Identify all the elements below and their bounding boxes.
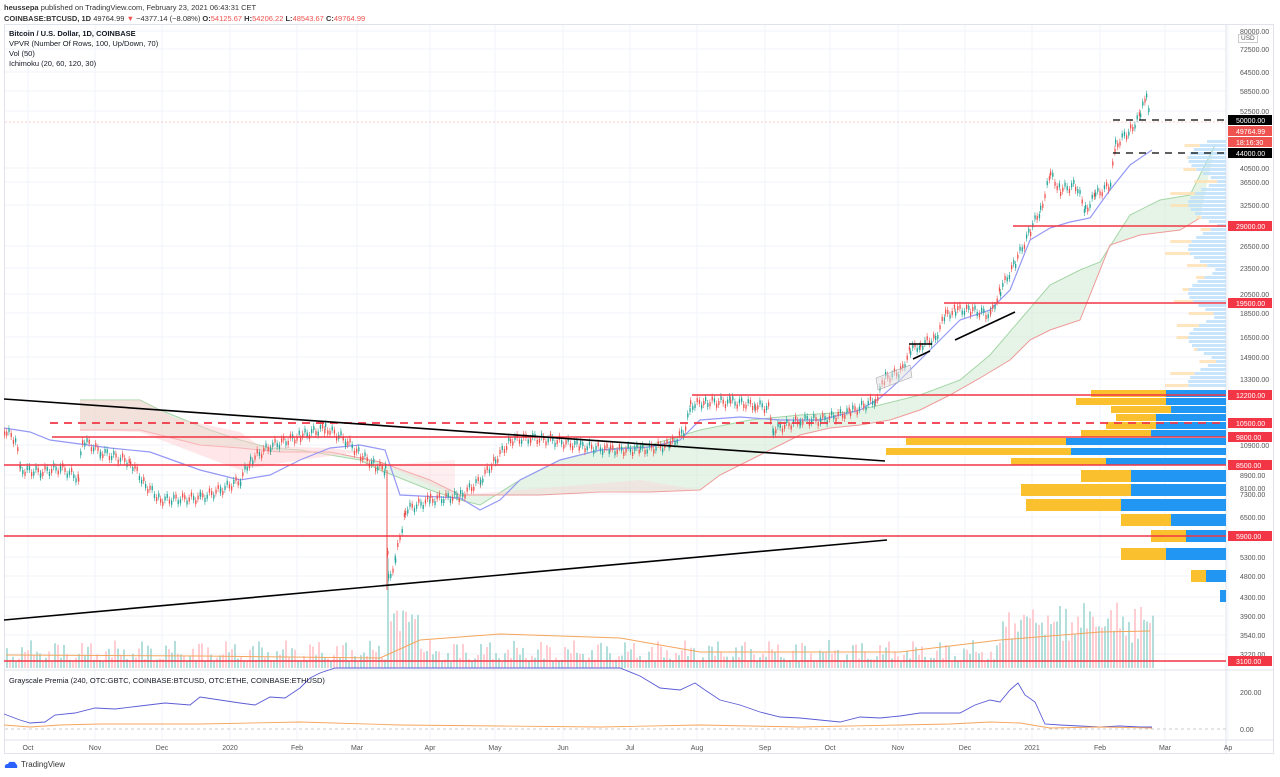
svg-text:6500.00: 6500.00 [1240, 515, 1265, 522]
down-arrow-icon: ▼ [126, 14, 135, 23]
svg-text:Dec: Dec [156, 745, 169, 752]
svg-text:4300.00: 4300.00 [1240, 595, 1265, 602]
svg-text:200.00: 200.00 [1240, 690, 1262, 697]
svg-text:3100.00: 3100.00 [1236, 659, 1261, 666]
svg-text:5300.00: 5300.00 [1240, 555, 1265, 562]
last-price: 49764.99 [93, 14, 125, 23]
svg-text:Jul: Jul [626, 745, 635, 752]
svg-text:5900.00: 5900.00 [1236, 534, 1261, 541]
svg-text:58500.00: 58500.00 [1240, 89, 1269, 96]
svg-text:May: May [488, 745, 502, 752]
svg-text:19500.00: 19500.00 [1236, 301, 1265, 308]
channel-pattern [875, 364, 913, 391]
svg-text:18500.00: 18500.00 [1240, 311, 1269, 318]
grayscale-premia-pane: 200.00 0.00 [3, 667, 1262, 734]
svg-text:Nov: Nov [892, 745, 905, 752]
currency-label[interactable]: USD [1238, 34, 1258, 43]
svg-text:64500.00: 64500.00 [1240, 70, 1269, 77]
svg-text:Mar: Mar [351, 745, 364, 752]
horizontal-levels [4, 119, 1226, 662]
svg-text:0.00: 0.00 [1240, 727, 1254, 734]
svg-text:7300.00: 7300.00 [1240, 492, 1265, 499]
legend-item-volume[interactable]: Vol (50) [9, 49, 35, 58]
svg-text:8100.00: 8100.00 [1240, 486, 1265, 493]
svg-text:Nov: Nov [89, 745, 102, 752]
price-axis[interactable]: 80000.00 72500.00 64500.00 58500.00 52500.00… [1228, 29, 1272, 666]
svg-text:50000.00: 50000.00 [1236, 118, 1265, 125]
svg-text:Feb: Feb [1094, 745, 1106, 752]
svg-text:36500.00: 36500.00 [1240, 180, 1269, 187]
svg-text:Sep: Sep [759, 745, 772, 752]
open-value: 54125.67 [210, 14, 243, 23]
svg-text:40500.00: 40500.00 [1240, 166, 1269, 173]
svg-text:Oct: Oct [23, 745, 34, 752]
legend-item-vpvr[interactable]: VPVR (Number Of Rows, 100, Up/Down, 70) [9, 39, 159, 48]
svg-text:14900.00: 14900.00 [1240, 355, 1269, 362]
chart-legend: Bitcoin / U.S. Dollar, 1D, COINBASE VPVR… [9, 29, 158, 69]
kijun-line [3, 149, 1153, 511]
svg-text:Apr: Apr [425, 745, 437, 752]
tradingview-logo-icon [4, 761, 18, 768]
svg-text:9800.00: 9800.00 [1236, 435, 1261, 442]
low-value: 48543.67 [292, 14, 324, 23]
publish-header: heussepa published on TradingView.com, F… [4, 3, 366, 23]
svg-text:13300.00: 13300.00 [1240, 377, 1269, 384]
legend-item-ichimoku[interactable]: Ichimoku (20, 60, 120, 30) [9, 59, 97, 68]
author: heussepa [4, 3, 39, 12]
chart-panel[interactable] [4, 24, 1274, 754]
time-axis[interactable]: Oct Nov Dec 2020 Feb Mar Apr May Jun Jul Aug Sep Oct… [23, 745, 1233, 752]
footer-brand: TradingView [4, 760, 65, 769]
svg-text:Dec: Dec [959, 745, 972, 752]
svg-text:20500.00: 20500.00 [1240, 292, 1269, 299]
high-value: 54206.22 [252, 14, 284, 23]
svg-text:10500.00: 10500.00 [1236, 421, 1265, 428]
trendlines [3, 311, 1016, 621]
svg-text:Feb: Feb [291, 745, 303, 752]
svg-text:2021: 2021 [1024, 745, 1040, 752]
svg-text:8900.00: 8900.00 [1240, 473, 1265, 480]
close-value: 49764.99 [333, 14, 366, 23]
candles [4, 90, 1150, 590]
svg-text:Jun: Jun [557, 745, 568, 752]
svg-text:3220.00: 3220.00 [1240, 652, 1265, 659]
svg-text:18:16:30: 18:16:30 [1236, 140, 1263, 147]
svg-text:3900.00: 3900.00 [1240, 614, 1265, 621]
symbol: COINBASE:BTCUSD, 1D [4, 14, 92, 23]
svg-text:12200.00: 12200.00 [1236, 393, 1265, 400]
svg-text:10900.00: 10900.00 [1240, 443, 1269, 450]
svg-text:32500.00: 32500.00 [1240, 203, 1269, 210]
svg-text:4800.00: 4800.00 [1240, 574, 1265, 581]
svg-text:Aug: Aug [691, 745, 704, 752]
svg-text:80000.00: 80000.00 [1240, 29, 1269, 36]
svg-text:49764.99: 49764.99 [1236, 129, 1265, 136]
svg-text:44000.00: 44000.00 [1236, 151, 1265, 158]
svg-text:Oct: Oct [825, 745, 836, 752]
grid [5, 25, 1273, 753]
svg-text:8500.00: 8500.00 [1236, 463, 1261, 470]
svg-text:72500.00: 72500.00 [1240, 47, 1269, 54]
brand-name: TradingView [21, 760, 66, 769]
svg-text:Ap: Ap [1224, 745, 1233, 752]
svg-text:26500.00: 26500.00 [1240, 244, 1269, 251]
svg-text:2020: 2020 [222, 745, 238, 752]
change: −4377.14 (−8.08%) [136, 14, 201, 23]
svg-text:Mar: Mar [1159, 745, 1172, 752]
indicator-grayscale-premia-label[interactable]: Grayscale Premia (240, OTC:GBTC, COINBAS… [9, 676, 325, 685]
svg-text:16500.00: 16500.00 [1240, 335, 1269, 342]
svg-text:29000.00: 29000.00 [1236, 224, 1265, 231]
legend-title: Bitcoin / U.S. Dollar, 1D, COINBASE [9, 29, 136, 38]
vpvr-histogram [886, 140, 1226, 602]
svg-text:52500.00: 52500.00 [1240, 109, 1269, 116]
published-text: published on TradingView.com, February 2… [40, 3, 257, 12]
svg-text:3540.00: 3540.00 [1240, 633, 1265, 640]
volume-bars [5, 558, 1154, 668]
svg-text:23500.00: 23500.00 [1240, 266, 1269, 273]
